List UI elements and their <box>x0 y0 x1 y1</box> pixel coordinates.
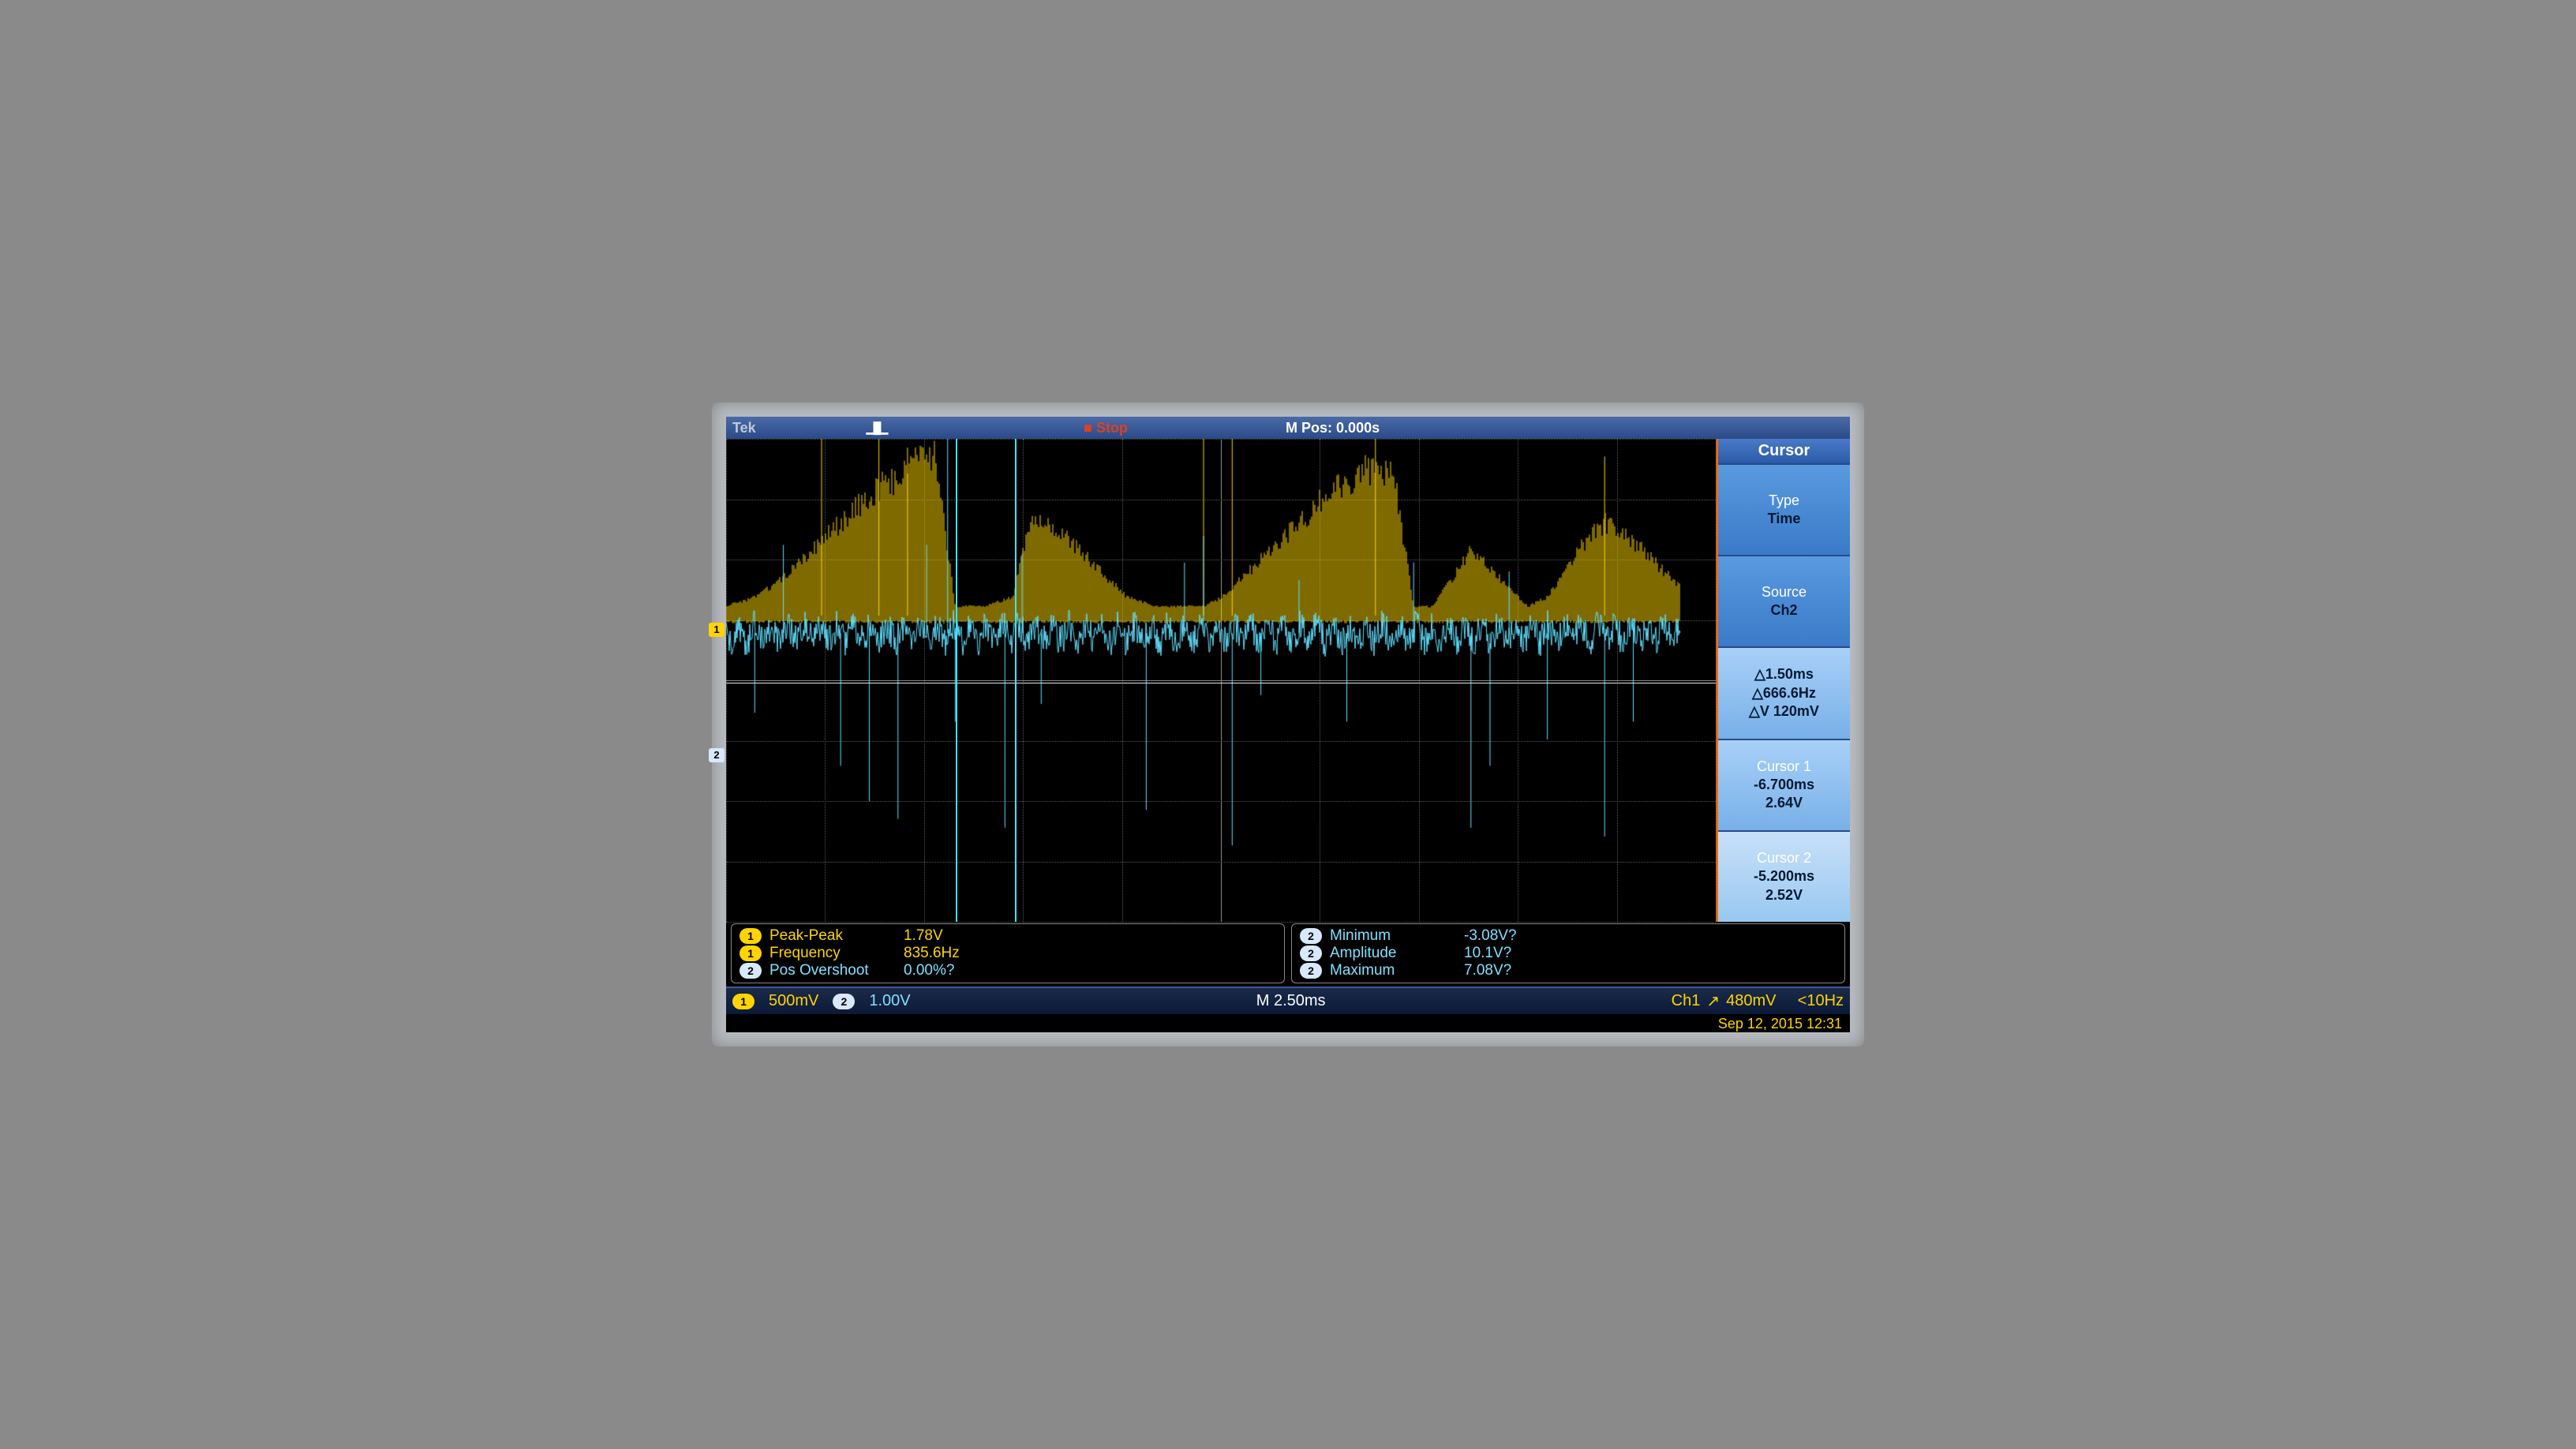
bottom-area: 1Peak-Peak1.78V1Frequency835.6Hz2Pos Ove… <box>726 922 1850 1032</box>
trig-source: Ch1 <box>1672 992 1701 1010</box>
measurement-box-right: 2Minimum-3.08V?2Amplitude10.1V?2Maximum7… <box>1291 923 1845 983</box>
mpos-value: 0.000s <box>1336 420 1380 436</box>
measurement-line: 2Minimum-3.08V? <box>1300 927 1837 945</box>
mpos-readout: M Pos: 0.000s <box>1286 420 1380 436</box>
status-bar: 1 500mV 2 1.00V M 2.50ms Ch1 ↗ 480mV <10… <box>726 987 1850 1014</box>
menu-title: Cursor <box>1718 439 1850 463</box>
acquisition-status: Stop <box>1084 420 1128 436</box>
oscilloscope-frame: Tek ▁█▁ Stop M Pos: 0.000s 1 2 Cursor Ty… <box>712 402 1864 1046</box>
ch2-badge: 2 <box>833 994 855 1009</box>
measurement-line: 1Peak-Peak1.78V <box>739 927 1276 945</box>
main-row: 1 2 Cursor TypeTimeSourceCh2△1.50ms△666.… <box>726 439 1850 922</box>
measurement-line: 2Amplitude10.1V? <box>1300 945 1837 962</box>
side-menu: Cursor TypeTimeSourceCh2△1.50ms△666.6Hz△… <box>1716 439 1850 922</box>
ch2-ground-marker: 2 <box>709 748 724 762</box>
ch2-scale: 1.00V <box>869 992 910 1010</box>
graticule-area[interactable]: 1 2 <box>726 439 1716 922</box>
cursor-2-line[interactable] <box>1015 439 1017 922</box>
measurement-line: 2Pos Overshoot0.00%? <box>739 962 1276 979</box>
trigger-readout: Ch1 ↗ 480mV <10Hz <box>1672 991 1844 1011</box>
trig-freq: <10Hz <box>1798 992 1844 1010</box>
ch1-scale: 500mV <box>769 992 818 1010</box>
top-bar: Tek ▁█▁ Stop M Pos: 0.000s <box>726 417 1850 439</box>
menu-button-2[interactable]: △1.50ms△666.6Hz△V 120mV <box>1718 646 1850 738</box>
measurement-line: 1Frequency835.6Hz <box>739 945 1276 962</box>
brand-label: Tek <box>732 420 756 436</box>
rising-edge-icon: ↗ <box>1706 991 1720 1011</box>
trig-level: 480mV <box>1726 992 1776 1010</box>
mpos-label: M Pos: <box>1286 420 1332 436</box>
measurement-box-left: 1Peak-Peak1.78V1Frequency835.6Hz2Pos Ove… <box>731 923 1285 983</box>
ch1-badge: 1 <box>732 994 754 1009</box>
ch1-ground-marker: 1 <box>709 623 724 637</box>
oscilloscope-screen: Tek ▁█▁ Stop M Pos: 0.000s 1 2 Cursor Ty… <box>726 417 1850 1032</box>
ch1-scale-readout: 1 500mV <box>732 992 818 1010</box>
menu-button-3[interactable]: Cursor 1-6.700ms2.64V <box>1718 739 1850 830</box>
menu-button-0[interactable]: TypeTime <box>1718 463 1850 555</box>
menu-button-1[interactable]: SourceCh2 <box>1718 555 1850 646</box>
measurement-line: 2Maximum7.08V? <box>1300 962 1837 979</box>
timebase: M 2.50ms <box>1256 992 1326 1010</box>
measurement-row: 1Peak-Peak1.78V1Frequency835.6Hz2Pos Ove… <box>726 922 1850 987</box>
timestamp: Sep 12, 2015 12:31 <box>726 1014 1850 1032</box>
ch2-scale-readout: 2 1.00V <box>833 992 910 1010</box>
menu-button-4[interactable]: Cursor 2-5.200ms2.52V <box>1718 830 1850 922</box>
waveform-canvas <box>726 439 1681 881</box>
trigger-glyph-icon: ▁█▁ <box>867 421 886 435</box>
cursor-1-line[interactable] <box>956 439 957 922</box>
